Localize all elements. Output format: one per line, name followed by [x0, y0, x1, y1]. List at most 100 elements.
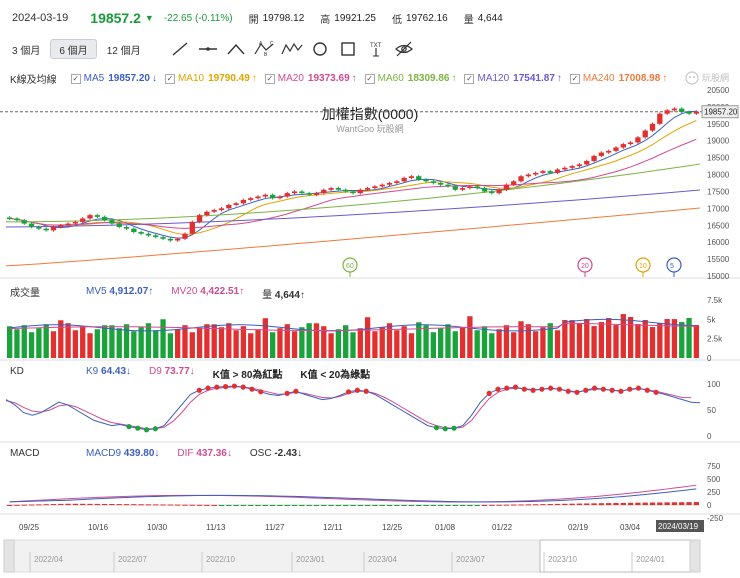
- tab-12-months[interactable]: 12 個月: [106, 45, 141, 57]
- ma10-checkbox[interactable]: ✓: [164, 73, 175, 84]
- tab-6-months[interactable]: 6 個月: [50, 39, 97, 59]
- volume-bar: [423, 325, 429, 358]
- volume-bar: [372, 331, 378, 358]
- osc-bar: [554, 503, 561, 505]
- candle-body: [386, 183, 393, 185]
- ma-marker-label: 5: [670, 263, 674, 270]
- osc-bar: [80, 503, 86, 505]
- osc-bar: [613, 503, 619, 505]
- volume-bar: [153, 330, 159, 358]
- x-axis-label: 01/22: [492, 523, 513, 532]
- candle-body: [313, 193, 320, 195]
- candle-body: [438, 183, 444, 185]
- osc-bar: [291, 505, 298, 506]
- osc-bar: [299, 505, 305, 506]
- osc-bar: [94, 503, 100, 505]
- text-tool-icon[interactable]: TXT: [363, 39, 389, 59]
- osc-bar: [642, 502, 648, 505]
- navigator-left-handle: [3, 539, 15, 573]
- volume-bar: [204, 324, 210, 358]
- kd-red-dot: [530, 387, 536, 393]
- candle-body: [430, 181, 437, 183]
- candle-body: [649, 123, 656, 131]
- kd-red-dot: [556, 386, 563, 392]
- ma5-checkbox[interactable]: ✓: [70, 73, 81, 84]
- circle-tool-icon[interactable]: [307, 39, 333, 59]
- price-y-tick: 18000: [707, 171, 730, 180]
- candle-body: [80, 218, 86, 222]
- hide-drawings-icon[interactable]: [391, 39, 417, 59]
- ma60-checkbox[interactable]: ✓: [364, 73, 375, 84]
- osc-bar: [109, 504, 115, 506]
- kd-red-dot: [653, 389, 659, 395]
- candle-body: [350, 191, 356, 194]
- abcde-wave-tool-icon[interactable]: [279, 39, 305, 59]
- osc-bar: [153, 504, 159, 506]
- volume-bar: [80, 326, 86, 358]
- kd-red-dot: [635, 385, 642, 391]
- candle-body: [379, 184, 385, 187]
- ma5-label: MA5: [83, 73, 105, 84]
- volume-bar: [226, 323, 232, 358]
- kd-red-dot: [591, 385, 598, 391]
- candle-body: [569, 166, 575, 168]
- candle-body: [65, 223, 71, 226]
- ma240-arrow: ↑: [662, 73, 668, 84]
- osc-bar: [635, 502, 641, 505]
- osc-bar: [591, 503, 597, 505]
- candle-body: [189, 221, 195, 234]
- candle-body: [664, 110, 670, 114]
- ma240-checkbox[interactable]: ✓: [569, 73, 580, 84]
- volume-y-tick: 2.5k: [707, 335, 723, 344]
- candle-body: [153, 235, 159, 238]
- osc-bar: [408, 505, 415, 506]
- ma-marker-circle: [342, 257, 358, 273]
- volume-bar: [14, 329, 20, 358]
- ma-marker-label: 10: [639, 263, 647, 270]
- candle-body: [328, 188, 334, 190]
- candle-body: [277, 196, 283, 199]
- volume-bar: [401, 326, 407, 358]
- mv5-line: [9, 318, 697, 332]
- low-label: 低: [392, 14, 402, 26]
- volume-bar: [606, 318, 612, 358]
- price-tag-box: [701, 105, 739, 119]
- volume-bar: [87, 333, 93, 358]
- candle-body: [211, 210, 217, 212]
- osc-bar: [50, 504, 57, 506]
- osc-bar: [58, 503, 64, 505]
- candle-body: [50, 226, 57, 231]
- candle-body: [226, 204, 232, 209]
- osc-bar: [649, 502, 656, 505]
- ma20-checkbox[interactable]: ✓: [264, 73, 275, 84]
- rectangle-tool-icon[interactable]: [335, 39, 361, 59]
- volume-bar: [211, 324, 217, 358]
- kd-title: KD: [10, 366, 24, 377]
- osc-bar: [467, 505, 473, 506]
- line-tool-icon[interactable]: [167, 39, 193, 59]
- vol-label: 量: [262, 290, 273, 301]
- osc-bar: [248, 505, 254, 506]
- kd-red-dot: [363, 388, 369, 394]
- ma120-checkbox[interactable]: ✓: [464, 73, 475, 84]
- volume-bar: [671, 319, 678, 358]
- candle-body: [218, 208, 225, 211]
- volume-bar: [138, 327, 144, 358]
- osc-bar: [452, 505, 458, 506]
- ma5-value: 19857.20: [108, 73, 150, 84]
- tab-3-months[interactable]: 3 個月: [12, 45, 41, 57]
- kline-title: K線及均線: [10, 75, 57, 86]
- d9-item: D9 73.77↓: [149, 366, 195, 381]
- osc-bar: [262, 505, 268, 506]
- polyline-tool-icon[interactable]: [223, 39, 249, 59]
- osc-bar: [306, 505, 312, 506]
- kd-red-dot: [539, 386, 545, 392]
- horizontal-line-tool-icon[interactable]: [195, 39, 221, 59]
- candle-body: [496, 189, 502, 194]
- ma5-arrow: ↓: [151, 73, 157, 84]
- candle-body: [511, 181, 517, 185]
- candle-body: [123, 226, 130, 229]
- candle-body: [116, 223, 122, 227]
- osc-bar: [598, 503, 605, 505]
